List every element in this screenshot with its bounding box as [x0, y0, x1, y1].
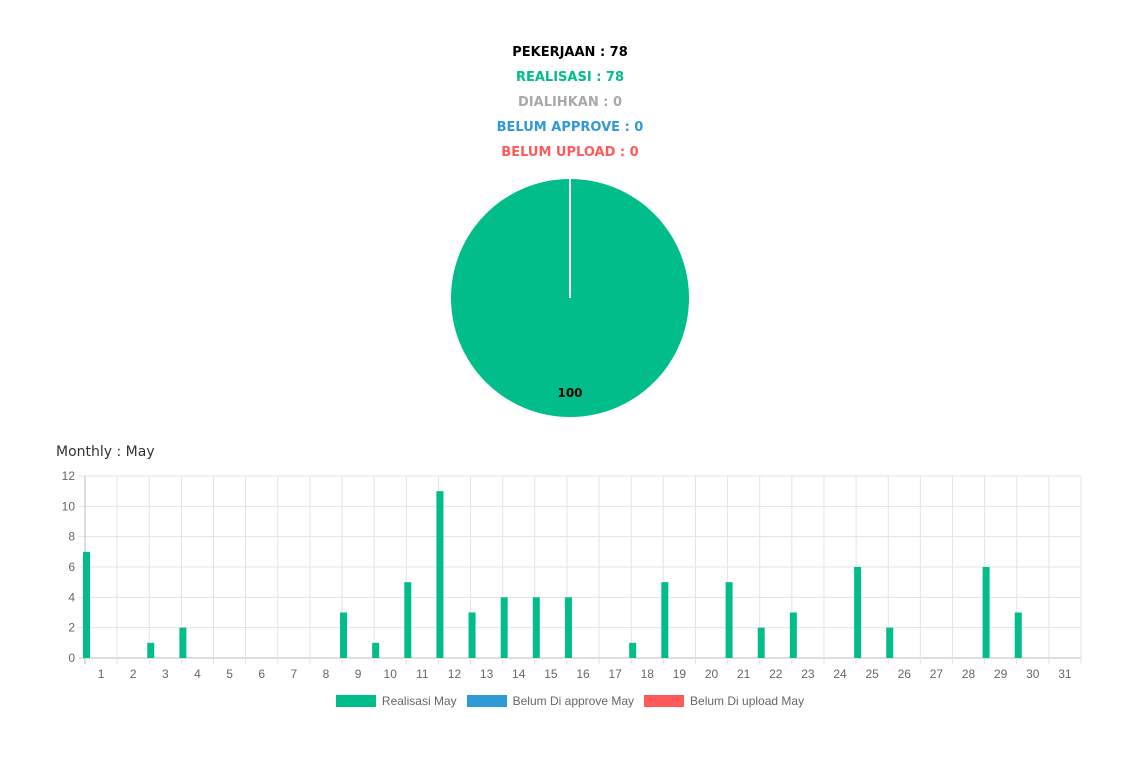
bar[interactable] [757, 627, 765, 658]
bar[interactable] [564, 597, 572, 658]
x-tick-label: 3 [162, 667, 169, 681]
bar[interactable] [404, 582, 412, 658]
legend-item-belum-upload[interactable]: Belum Di upload May [644, 694, 804, 708]
bar[interactable] [789, 612, 797, 659]
bar[interactable] [661, 582, 669, 658]
bar[interactable] [629, 642, 637, 658]
legend-swatch-realisasi [335, 695, 376, 707]
x-tick-label: 9 [355, 667, 362, 681]
bar[interactable] [532, 597, 540, 658]
x-tick-label: 30 [1026, 667, 1040, 681]
x-tick-label: 4 [194, 667, 201, 681]
x-tick-label: 13 [480, 667, 494, 681]
x-tick-label: 26 [898, 667, 912, 681]
legend-label-belum-upload: Belum Di upload May [690, 694, 805, 708]
bar[interactable] [854, 567, 862, 658]
monthly-chart-title: Monthly : May [56, 444, 155, 460]
realisasi-count: REALISASI : 78 [515, 70, 625, 85]
x-tick-label: 22 [769, 667, 783, 681]
legend-label-realisasi: Realisasi May [381, 694, 457, 708]
x-tick-label: 7 [290, 667, 297, 681]
bar[interactable] [436, 491, 444, 658]
x-tick-label: 24 [833, 667, 847, 681]
y-tick-label: 6 [68, 560, 75, 574]
x-tick-label: 29 [994, 667, 1008, 681]
x-tick-label: 27 [930, 667, 944, 681]
dialihkan-count: DIALIHKAN : 0 [518, 95, 622, 110]
bar[interactable] [147, 642, 155, 658]
y-tick-label: 12 [62, 469, 76, 483]
belum-upload-count: BELUM UPLOAD : 0 [501, 145, 639, 160]
x-tick-label: 18 [641, 667, 655, 681]
bar[interactable] [468, 612, 476, 659]
x-tick-label: 25 [865, 667, 879, 681]
bar[interactable] [500, 597, 508, 658]
bar[interactable] [372, 642, 380, 658]
bar[interactable] [340, 612, 348, 659]
legend-item-belum-approve[interactable]: Belum Di approve May [466, 694, 635, 708]
pie-data-label: 100 [557, 386, 582, 400]
x-tick-label: 15 [544, 667, 558, 681]
legend-item-realisasi[interactable]: Realisasi May [335, 694, 457, 708]
x-tick-label: 17 [608, 667, 622, 681]
x-tick-label: 6 [258, 667, 265, 681]
x-tick-label: 2 [130, 667, 137, 681]
legend-swatch-belum-upload [644, 695, 685, 707]
bar[interactable] [725, 582, 733, 658]
x-tick-label: 20 [705, 667, 719, 681]
belum-approve-count: BELUM APPROVE : 0 [496, 120, 644, 135]
y-tick-label: 0 [68, 651, 75, 665]
x-tick-label: 10 [384, 667, 398, 681]
summary-panel: PEKERJAAN : 78 REALISASI : 78 DIALIHKAN … [0, 42, 1140, 167]
x-tick-label: 21 [737, 667, 751, 681]
y-tick-label: 4 [68, 590, 75, 604]
legend-swatch-belum-approve [466, 695, 507, 707]
x-tick-label: 8 [323, 667, 330, 681]
bar[interactable] [179, 627, 187, 658]
x-tick-label: 23 [801, 667, 815, 681]
x-tick-label: 11 [416, 667, 429, 681]
bar[interactable] [1014, 612, 1022, 659]
y-tick-label: 8 [68, 530, 75, 544]
bar-chart-legend: Realisasi May Belum Di approve May Belum… [0, 694, 1140, 708]
x-tick-label: 5 [226, 667, 233, 681]
bar[interactable] [886, 627, 894, 658]
x-tick-label: 14 [512, 667, 526, 681]
legend-label-belum-approve: Belum Di approve May [512, 694, 635, 708]
x-tick-label: 19 [673, 667, 687, 681]
y-tick-label: 2 [68, 621, 75, 635]
x-tick-label: 16 [576, 667, 590, 681]
y-tick-label: 10 [62, 499, 76, 513]
bar[interactable] [82, 551, 90, 658]
pie-chart[interactable]: 100 [450, 178, 690, 418]
x-tick-label: 12 [448, 667, 462, 681]
pekerjaan-count: PEKERJAAN : 78 [512, 45, 628, 60]
x-tick-label: 31 [1058, 667, 1072, 681]
x-tick-label: 28 [962, 667, 976, 681]
x-tick-label: 1 [98, 667, 105, 681]
bar[interactable] [982, 567, 990, 658]
